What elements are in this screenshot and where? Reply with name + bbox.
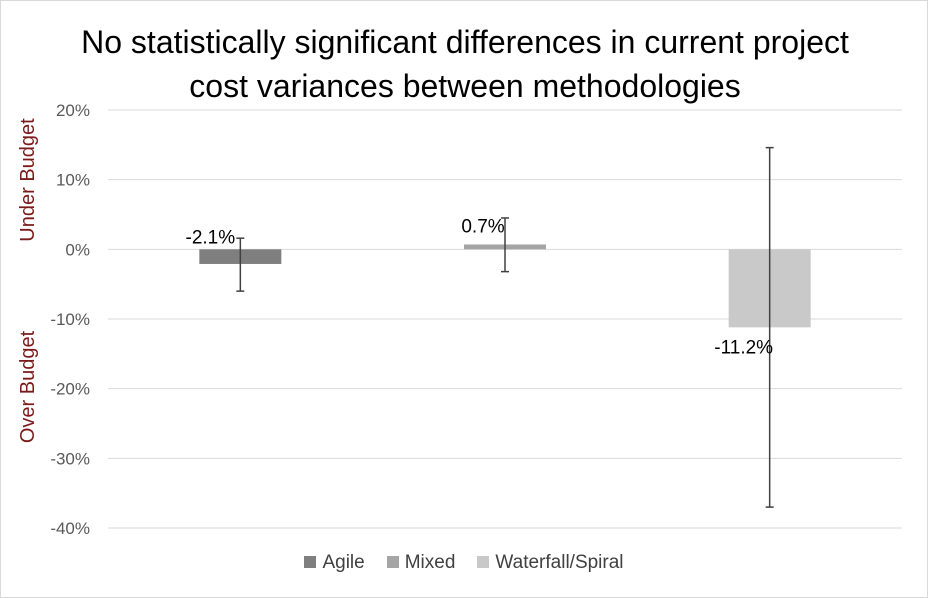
over-budget-label: Over Budget <box>17 330 39 443</box>
legend-swatch <box>304 556 317 568</box>
legend-swatch <box>386 556 399 568</box>
legend-label: Mixed <box>404 552 456 573</box>
data-label: -2.1% <box>186 227 236 248</box>
legend-label: Waterfall/Spiral <box>495 552 624 573</box>
y-tick-label: -40% <box>50 519 90 538</box>
data-label: -11.2% <box>714 337 773 358</box>
y-tick-label: -20% <box>50 380 90 399</box>
chart-title: No statistically significant differences… <box>81 24 849 104</box>
y-tick-label: 10% <box>56 171 90 190</box>
legend-item: Agile <box>304 552 365 574</box>
legend-label: Agile <box>322 552 365 573</box>
legend-item: Mixed <box>386 552 456 574</box>
legend-item: Waterfall/Spiral <box>477 552 624 574</box>
y-tick-label: -10% <box>50 310 90 329</box>
chart-legend: Agile Mixed Waterfall/Spiral <box>0 552 928 574</box>
y-tick-label: -30% <box>50 449 90 468</box>
y-tick-label: 0% <box>65 240 90 259</box>
y-tick-label: 20% <box>56 101 90 120</box>
legend-swatch <box>477 556 490 568</box>
data-label: 0.7% <box>461 216 504 237</box>
under-budget-label: Under Budget <box>17 118 39 242</box>
